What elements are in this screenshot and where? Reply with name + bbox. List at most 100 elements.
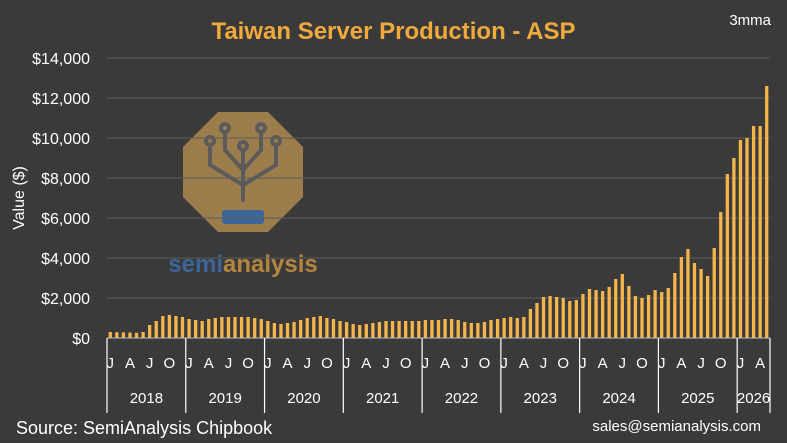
month-tick-label: O bbox=[715, 355, 727, 372]
bar bbox=[561, 298, 565, 338]
bar bbox=[673, 273, 677, 338]
bar bbox=[397, 321, 401, 338]
bar bbox=[174, 316, 178, 338]
bar bbox=[384, 321, 388, 338]
y-tick-label: $6,000 bbox=[41, 211, 90, 228]
bar bbox=[246, 317, 250, 338]
bar bbox=[620, 274, 624, 338]
month-tick-label: O bbox=[557, 355, 569, 372]
month-tick-label: A bbox=[204, 355, 214, 372]
bar bbox=[272, 323, 277, 338]
bar bbox=[187, 319, 191, 338]
bar bbox=[646, 295, 651, 338]
bar bbox=[443, 319, 447, 338]
month-tick-label: J bbox=[146, 355, 154, 372]
month-tick-label: A bbox=[283, 355, 293, 372]
month-tick-label: J bbox=[500, 355, 508, 372]
month-tick-label: A bbox=[519, 355, 529, 372]
bar bbox=[220, 317, 224, 338]
month-tick-label: O bbox=[242, 355, 254, 372]
month-tick-label: A bbox=[755, 355, 765, 372]
bar bbox=[161, 316, 165, 338]
bar bbox=[555, 297, 559, 338]
bar bbox=[200, 321, 204, 338]
bar bbox=[377, 322, 382, 338]
bar bbox=[279, 324, 283, 338]
bar bbox=[463, 322, 467, 338]
y-tick-label: $0 bbox=[72, 331, 90, 348]
bar bbox=[430, 320, 434, 338]
bar bbox=[417, 321, 421, 338]
bar bbox=[456, 320, 460, 338]
bar bbox=[259, 319, 263, 338]
bar bbox=[699, 269, 703, 338]
month-tick-label: J bbox=[697, 355, 705, 372]
semianalysis-logo-watermark: semianalysis bbox=[168, 112, 318, 278]
year-label: 2020 bbox=[287, 390, 320, 407]
bar bbox=[253, 318, 257, 338]
y-tick-label: $2,000 bbox=[41, 291, 90, 308]
month-tick-label: A bbox=[361, 355, 371, 372]
month-tick-label: O bbox=[636, 355, 648, 372]
month-tick-label: J bbox=[540, 355, 548, 372]
bar bbox=[719, 212, 723, 338]
y-axis: $0 $2,000 $4,000 $6,000 $8,000 $10,000 $12,000… bbox=[32, 51, 90, 348]
bar bbox=[239, 317, 244, 338]
source-note: Source: SemiAnalysis Chipbook bbox=[16, 418, 273, 438]
bar bbox=[312, 317, 316, 338]
chart-annotation: 3mma bbox=[729, 12, 771, 29]
bar bbox=[738, 140, 743, 338]
bar bbox=[351, 324, 355, 338]
bar bbox=[331, 319, 336, 338]
bar bbox=[305, 318, 309, 338]
contact-email: sales@semianalysis.com bbox=[592, 418, 761, 435]
bar bbox=[371, 323, 375, 338]
logo-text: semianalysis bbox=[168, 251, 317, 278]
bar bbox=[515, 318, 519, 338]
month-tick-label: J bbox=[619, 355, 627, 372]
bar bbox=[758, 126, 762, 338]
logo-base-bar bbox=[222, 210, 264, 224]
month-tick-label: O bbox=[164, 355, 176, 372]
bar bbox=[666, 288, 670, 338]
circuit-tree-icon bbox=[204, 122, 282, 202]
bar bbox=[154, 321, 158, 338]
bar bbox=[226, 317, 231, 338]
bar bbox=[509, 317, 513, 338]
bar bbox=[600, 291, 605, 338]
bar bbox=[594, 290, 598, 338]
year-label: 2021 bbox=[366, 390, 399, 407]
month-tick-label: A bbox=[440, 355, 450, 372]
month-tick-label: J bbox=[303, 355, 311, 372]
bar bbox=[692, 263, 697, 338]
logo-text-semi: semi bbox=[168, 251, 223, 278]
bar bbox=[390, 321, 395, 338]
y-tick-label: $8,000 bbox=[41, 171, 90, 188]
bar bbox=[522, 317, 526, 338]
bar bbox=[581, 294, 585, 338]
bar bbox=[541, 297, 546, 338]
year-label: 2026 bbox=[737, 390, 770, 407]
bars bbox=[108, 86, 769, 338]
month-tick-label: J bbox=[737, 355, 745, 372]
bar bbox=[141, 332, 145, 338]
bar bbox=[765, 86, 769, 338]
bar bbox=[266, 321, 270, 338]
month-tick-label: J bbox=[107, 355, 115, 372]
bar bbox=[233, 317, 237, 338]
bar bbox=[489, 320, 493, 338]
bar bbox=[121, 332, 126, 338]
bar bbox=[745, 138, 749, 338]
month-tick-label: J bbox=[382, 355, 390, 372]
y-tick-label: $14,000 bbox=[32, 51, 90, 68]
bar bbox=[167, 315, 172, 338]
bar bbox=[436, 320, 441, 338]
bar bbox=[207, 319, 211, 338]
bar bbox=[423, 320, 428, 338]
bar bbox=[712, 248, 716, 338]
year-label: 2018 bbox=[130, 390, 163, 407]
bar bbox=[502, 318, 506, 338]
logo-text-analysis: analysis bbox=[223, 251, 318, 278]
bar bbox=[404, 321, 408, 338]
